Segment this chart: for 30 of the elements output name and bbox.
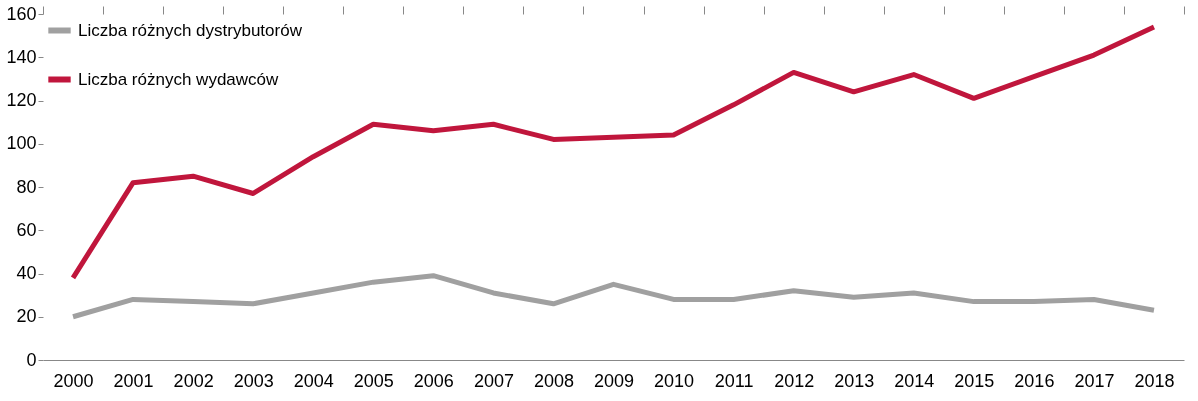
x-tick-label: 2002	[173, 370, 214, 391]
x-tick-label: 2008	[533, 370, 574, 391]
y-tick-label: 60	[16, 219, 37, 240]
x-tick-label: 2010	[654, 370, 695, 391]
x-tick-label: 2014	[894, 370, 935, 391]
x-tick-label: 2006	[413, 370, 454, 391]
y-tick-label: 140	[6, 46, 37, 67]
y-tick-label: 40	[16, 263, 37, 283]
x-tick-label: 2007	[473, 370, 514, 391]
x-tick-label: 2000	[53, 370, 94, 391]
x-tick-label: 2004	[293, 370, 334, 391]
x-tick-label: 2009	[593, 370, 635, 391]
x-tick-label: 2013	[834, 370, 875, 391]
legend-label: Liczba różnych dystrybutorów	[78, 20, 303, 40]
x-tick-label: 2001	[113, 370, 154, 391]
x-tick-label: 2017	[1074, 370, 1115, 391]
x-tick-label: 2003	[233, 370, 274, 391]
x-tick-label: 2011	[714, 370, 754, 391]
legend-label: Liczba różnych wydawców	[78, 69, 280, 89]
x-tick-label: 2016	[1014, 370, 1055, 391]
x-tick-label: 2005	[353, 370, 394, 391]
x-tick-label: 2018	[1134, 370, 1175, 391]
y-tick-label: 160	[6, 3, 37, 24]
y-tick-label: 80	[16, 176, 37, 197]
y-tick-label: 20	[16, 306, 37, 327]
y-tick-label: 120	[6, 90, 37, 110]
x-tick-label: 2015	[954, 370, 995, 391]
x-tick-label: 2012	[774, 370, 815, 391]
y-tick-label: 0	[26, 349, 37, 370]
y-tick-label: 100	[6, 133, 37, 154]
